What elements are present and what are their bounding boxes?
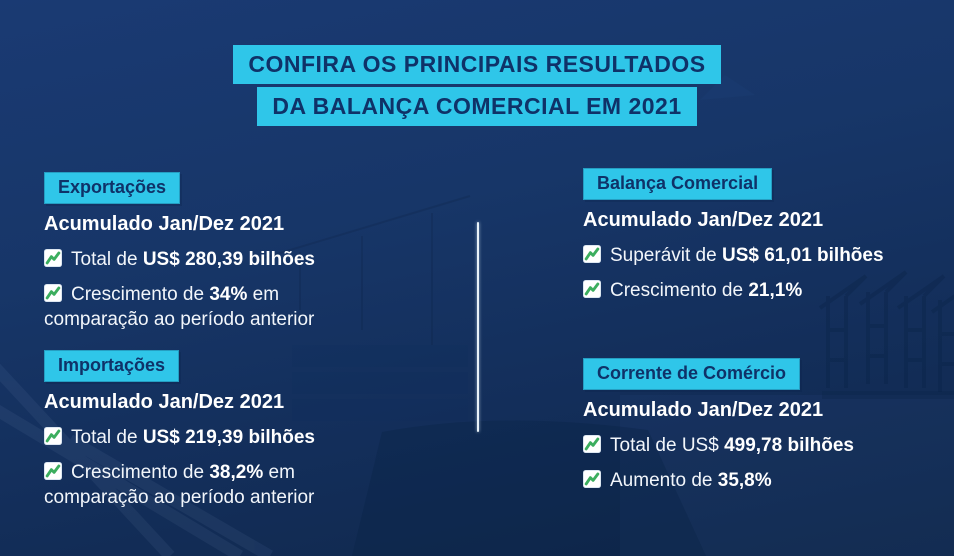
growth-chart-icon: [583, 435, 601, 453]
section-label: Importações: [44, 350, 180, 382]
section-exportacoes: Exportações Acumulado Jan/Dez 2021 Total…: [44, 172, 452, 342]
stat-list: Total de US$ 219,39 bilhões Crescimento …: [44, 425, 452, 510]
stat-prefix: Total de: [71, 427, 143, 448]
section-period: Acumulado Jan/Dez 2021: [44, 391, 285, 413]
section-label: Balança Comercial: [583, 168, 773, 200]
stat-prefix: Superávit de: [610, 245, 722, 266]
stat-line: Crescimento de 21,1%: [583, 278, 943, 303]
stat-prefix: Aumento de: [610, 470, 718, 491]
stat-value: 21,1%: [748, 280, 803, 301]
stat-value: US$ 219,39 bilhões: [142, 427, 315, 448]
growth-chart-icon: [44, 462, 62, 480]
stat-value: 499,78 bilhões: [724, 435, 854, 456]
section-label: Corrente de Comércio: [583, 358, 801, 390]
stat-list: Total de US$ 499,78 bilhões Aumento de 3…: [583, 433, 943, 493]
stat-suffix: em comparação ao período anterior: [44, 462, 315, 508]
section-period: Acumulado Jan/Dez 2021: [583, 399, 824, 421]
stat-prefix: Crescimento de: [71, 462, 210, 483]
section-label: Exportações: [44, 172, 181, 204]
stat-line: Aumento de 35,8%: [583, 468, 943, 493]
growth-chart-icon: [44, 249, 62, 267]
section-balanca-comercial: Balança Comercial Acumulado Jan/Dez 2021…: [583, 168, 943, 313]
stat-line: Crescimento de 34% em comparação ao perí…: [44, 282, 452, 332]
growth-chart-icon: [44, 284, 62, 302]
stat-prefix: Crescimento de: [71, 284, 210, 305]
stat-list: Superávit de US$ 61,01 bilhões Crescimen…: [583, 243, 943, 303]
stat-line: Crescimento de 38,2% em comparação ao pe…: [44, 460, 452, 510]
stat-value: 34%: [209, 284, 248, 305]
stat-line: Total de US$ 499,78 bilhões: [583, 433, 943, 458]
section-period: Acumulado Jan/Dez 2021: [44, 213, 285, 235]
stat-line: Total de US$ 280,39 bilhões: [44, 247, 452, 272]
stat-prefix: Total de: [71, 249, 143, 270]
section-importacoes: Importações Acumulado Jan/Dez 2021 Total…: [44, 350, 452, 520]
section-period: Acumulado Jan/Dez 2021: [583, 209, 824, 231]
stat-prefix: Total de US$: [610, 435, 725, 456]
growth-chart-icon: [583, 245, 601, 263]
stat-prefix: Crescimento de: [610, 280, 749, 301]
growth-chart-icon: [583, 280, 601, 298]
stat-line: Total de US$ 219,39 bilhões: [44, 425, 452, 450]
stat-value: 35,8%: [717, 470, 772, 491]
headline-line2: DA BALANÇA COMERCIAL EM 2021: [257, 87, 697, 127]
stat-value: US$ 280,39 bilhões: [142, 249, 315, 270]
section-corrente-de-comercio: Corrente de Comércio Acumulado Jan/Dez 2…: [583, 358, 943, 503]
growth-chart-icon: [583, 470, 601, 488]
headline-line1: CONFIRA OS PRINCIPAIS RESULTADOS: [233, 45, 721, 85]
stat-suffix: em comparação ao período anterior: [44, 284, 315, 330]
column-divider: [477, 222, 479, 432]
stat-line: Superávit de US$ 61,01 bilhões: [583, 243, 943, 268]
growth-chart-icon: [44, 427, 62, 445]
headline: CONFIRA OS PRINCIPAIS RESULTADOS DA BALA…: [0, 45, 954, 127]
stat-value: US$ 61,01 bilhões: [721, 245, 884, 266]
stat-list: Total de US$ 280,39 bilhões Crescimento …: [44, 247, 452, 332]
stat-value: 38,2%: [209, 462, 264, 483]
